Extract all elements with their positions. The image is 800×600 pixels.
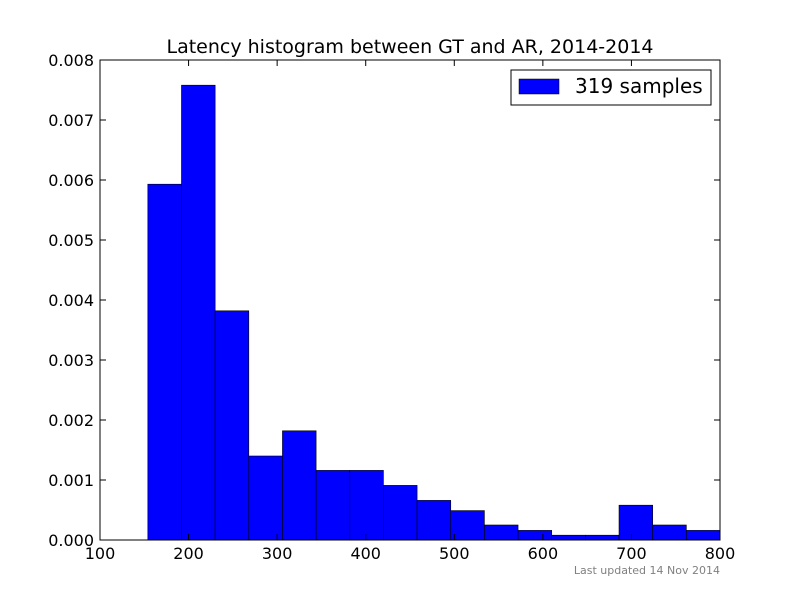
histogram-bar-5 (315, 470, 351, 541)
chart-title: Latency histogram between GT and AR, 201… (166, 36, 653, 58)
y-tick-label-6: 0.006 (48, 171, 94, 190)
x-tick-label-4: 500 (439, 544, 470, 563)
y-tick-label-8: 0.008 (48, 51, 94, 70)
histogram-bar-3 (248, 455, 283, 541)
legend-swatch (518, 78, 560, 95)
y-tick-label-4: 0.004 (48, 291, 94, 310)
x-tick-label-6: 700 (616, 544, 647, 563)
y-tick-label-5: 0.005 (48, 231, 94, 250)
histogram-bar-4 (282, 430, 317, 541)
x-tick-label-5: 600 (528, 544, 559, 563)
y-tick-label-3: 0.003 (48, 351, 94, 370)
histogram-bar-15 (652, 524, 687, 541)
y-tick-label-7: 0.007 (48, 111, 94, 130)
y-tick-label-0: 0.000 (48, 531, 94, 550)
last-updated-note: Last updated 14 Nov 2014 (574, 564, 720, 577)
histogram-bar-2 (214, 310, 250, 541)
y-tick-label-2: 0.002 (48, 411, 94, 430)
x-tick-label-1: 200 (173, 544, 204, 563)
legend-label: 319 samples (575, 74, 703, 98)
histogram-bar-6 (349, 470, 384, 541)
axis-ticks: 100 200 300 400 500 600 700 800 0.000 0.001 0.002 0… (48, 51, 735, 563)
histogram-bar-0 (147, 183, 182, 541)
histogram-bar-11 (517, 530, 553, 541)
histogram-bar-1 (181, 84, 216, 541)
histogram-bar-12 (551, 534, 586, 541)
histogram-bar-7 (383, 485, 418, 541)
histogram-bars (147, 84, 721, 541)
y-tick-label-1: 0.001 (48, 471, 94, 490)
histogram-bar-10 (484, 524, 519, 541)
x-tick-label-0: 100 (85, 544, 116, 563)
histogram-bar-8 (416, 500, 452, 541)
histogram-bar-16 (686, 530, 721, 541)
x-tick-label-2: 300 (262, 544, 293, 563)
x-tick-label-3: 400 (350, 544, 381, 563)
histogram-bar-14 (618, 504, 653, 541)
histogram-bar-13 (585, 534, 620, 541)
legend: 319 samples (510, 69, 712, 106)
histogram-bar-9 (450, 510, 485, 541)
x-tick-label-7: 800 (705, 544, 736, 563)
